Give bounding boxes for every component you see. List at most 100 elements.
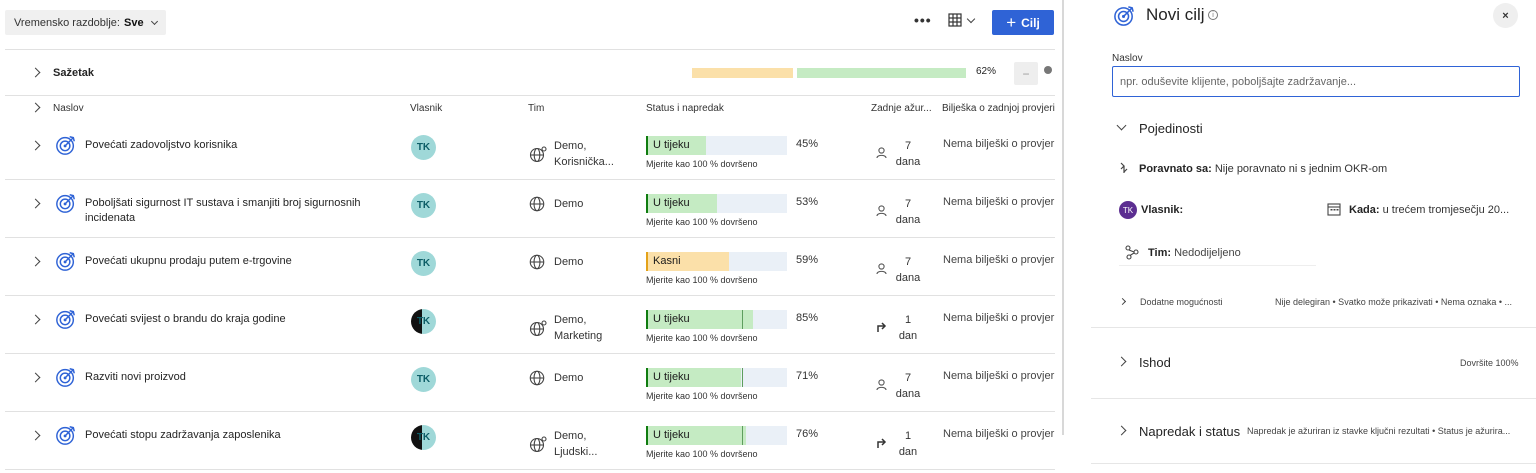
goal-name[interactable]: Povećati ukupnu prodaju putem e-trgovine <box>85 255 292 267</box>
chevron-down-icon[interactable] <box>1116 120 1127 131</box>
column-header-naslov[interactable]: Naslov <box>53 103 84 114</box>
goal-target-icon <box>55 250 77 272</box>
chevron-down-icon <box>150 17 158 25</box>
table-row[interactable]: Povećati zadovoljstvo korisnika TK Demo, K… <box>0 122 1062 180</box>
team-name: Demo, Marketing <box>554 314 603 342</box>
table-row[interactable]: Povećati svijest o brandu do kraja godin… <box>0 296 1062 354</box>
avatar[interactable]: TK <box>411 251 436 276</box>
collapse-button[interactable]: − <box>1014 62 1038 85</box>
grid-icon <box>948 13 962 27</box>
status-edge <box>646 194 648 213</box>
alignment-icon <box>1120 162 1128 173</box>
chevron-right-icon[interactable] <box>30 198 41 209</box>
time-period-value: Sve <box>123 16 144 29</box>
share-arrow-icon <box>875 436 888 449</box>
column-header-zadnje[interactable]: Zadnje ažur... <box>871 103 932 114</box>
goal-title-input[interactable] <box>1112 66 1520 97</box>
status-label: U tijeku <box>653 197 690 209</box>
status-progress-bar[interactable]: U tijeku <box>646 136 787 155</box>
status-label: Kasni <box>653 255 681 267</box>
section-pojedinosti[interactable]: Pojedinosti <box>1139 121 1203 136</box>
status-progress-fill <box>646 252 729 271</box>
status-edge <box>646 252 648 271</box>
status-progress-bar[interactable]: U tijeku <box>646 368 787 387</box>
last-updated-unit: dana <box>895 214 921 226</box>
chevron-right-icon[interactable] <box>30 372 41 383</box>
divider <box>5 353 1055 354</box>
status-label: U tijeku <box>653 139 690 151</box>
chevron-down-icon <box>966 14 976 23</box>
avatar[interactable]: TK <box>411 309 436 334</box>
status-progress-bar[interactable]: Kasni <box>646 252 787 271</box>
more-options-label[interactable]: Dodatne mogućnosti <box>1140 297 1223 307</box>
naslov-label: Naslov <box>1112 53 1143 64</box>
owner-label[interactable]: Vlasnik: <box>1141 204 1183 216</box>
goal-name[interactable]: Povećati zadovoljstvo korisnika <box>85 139 238 151</box>
column-header-biljeska[interactable]: Bilješka o zadnjoj provjeri <box>942 103 1055 114</box>
team-field[interactable] <box>1119 239 1316 266</box>
avatar[interactable]: TK <box>411 135 436 160</box>
add-goal-button[interactable]: + Cilj <box>992 10 1054 35</box>
team-name: Demo <box>554 256 584 268</box>
chevron-right-icon[interactable] <box>1116 425 1127 436</box>
avatar[interactable]: TK <box>411 425 436 450</box>
measure-text: Mjerite kao 100 % dovršeno <box>646 449 758 459</box>
more-options-icon[interactable]: ••• <box>914 12 932 28</box>
table-row[interactable]: Povećati ukupnu prodaju putem e-trgovine… <box>0 238 1062 296</box>
calendar-icon <box>1327 203 1341 216</box>
when-row[interactable]: Kada: u trećem tromjesečju 20... <box>1349 204 1509 216</box>
status-edge <box>646 310 648 329</box>
share-arrow-icon <box>875 320 888 333</box>
table-row[interactable]: Razviti novi proizvod TK Demo U tijeku Mjeri… <box>0 354 1062 412</box>
column-header-status[interactable]: Status i napredak <box>646 103 724 114</box>
goal-name[interactable]: Povećati svijest o brandu do kraja godin… <box>85 313 286 325</box>
column-header-vlasnik[interactable]: Vlasnik <box>410 103 443 114</box>
time-period-filter[interactable]: Vremensko razdoblje: Sve <box>5 10 166 35</box>
measure-text: Mjerite kao 100 % dovršeno <box>646 275 758 285</box>
avatar[interactable]: TK <box>411 193 436 218</box>
goal-name[interactable]: Razviti novi proizvod <box>85 371 186 383</box>
person-icon <box>875 204 888 217</box>
status-progress-bar[interactable]: U tijeku <box>646 310 787 329</box>
chevron-right-icon[interactable] <box>1116 356 1127 367</box>
close-icon[interactable]: × <box>1493 3 1518 28</box>
last-updated-number: 7 <box>904 372 912 384</box>
chevron-right-icon[interactable] <box>30 102 41 113</box>
last-updated-unit: dan <box>898 330 918 342</box>
divider <box>5 95 1055 96</box>
status-edge <box>646 136 648 155</box>
last-updated-unit: dana <box>895 156 921 168</box>
chevron-right-icon[interactable] <box>30 430 41 441</box>
chevron-right-icon[interactable] <box>30 67 41 78</box>
measure-text: Mjerite kao 100 % dovršeno <box>646 333 758 343</box>
teams-icon <box>528 434 548 454</box>
summary-row[interactable]: Sažetak 62% − <box>0 50 1062 95</box>
table-row[interactable]: Povećati stopu zadržavanja zaposlenika TK… <box>0 412 1062 470</box>
status-progress-bar[interactable]: U tijeku <box>646 194 787 213</box>
status-target-marker <box>742 310 743 329</box>
chevron-right-icon[interactable] <box>30 140 41 151</box>
panel-title: Novi cilj <box>1146 5 1205 24</box>
info-icon[interactable]: i <box>1208 10 1218 20</box>
status-target-marker <box>742 368 743 387</box>
team-row[interactable]: Tim: Nedodijeljeno <box>1148 247 1241 259</box>
status-progress-bar[interactable]: U tijeku <box>646 426 787 445</box>
progress-percent: 59% <box>796 254 819 266</box>
new-goal-panel: Novi cilj i × Naslov Pojedinosti Poravna… <box>1091 0 1536 473</box>
status-progress-fill <box>646 368 741 387</box>
chevron-right-icon[interactable] <box>30 314 41 325</box>
info-icon[interactable] <box>1044 66 1052 74</box>
avatar[interactable]: TK <box>411 367 436 392</box>
goal-name[interactable]: Povećati stopu zadržavanja zaposlenika <box>85 429 281 441</box>
column-header-tim[interactable]: Tim <box>528 103 545 114</box>
alignment-row[interactable]: Poravnato sa: Nije poravnato ni s jednim… <box>1139 163 1387 175</box>
chevron-right-icon[interactable] <box>1118 297 1127 306</box>
view-options-button[interactable] <box>948 13 976 27</box>
divider <box>5 469 1055 470</box>
chevron-right-icon[interactable] <box>30 256 41 267</box>
goal-name[interactable]: Poboljšati sigurnost IT sustava i smanji… <box>85 197 361 224</box>
last-updated: 7 dana <box>893 254 923 286</box>
section-napredak[interactable]: Napredak i status <box>1139 424 1241 439</box>
table-row[interactable]: Poboljšati sigurnost IT sustava i smanji… <box>0 180 1062 238</box>
section-ishod[interactable]: Ishod <box>1139 355 1171 370</box>
